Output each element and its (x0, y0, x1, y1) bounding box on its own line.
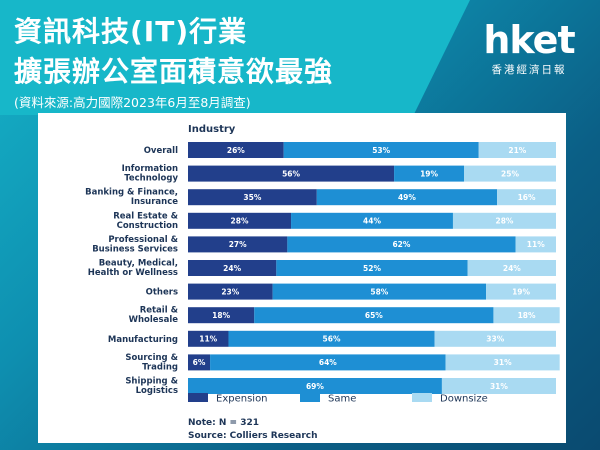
bar-value-label: 58% (370, 287, 388, 296)
bar-segment-same (276, 260, 468, 276)
category-label: Real Estate & Construction (113, 211, 178, 231)
bar-value-label: 6% (193, 358, 206, 367)
bar-segment-same (228, 330, 435, 347)
category-label: Others (146, 288, 178, 298)
chart-card: Industry Overall 26% 53% 21% Information Tech… (38, 113, 566, 443)
legend-swatch (188, 393, 208, 402)
bar-value-label: 65% (365, 311, 383, 320)
chart-note: Note: N = 321 (188, 418, 259, 428)
bar-value-label: 69% (306, 382, 324, 391)
bar-value-label: 21% (508, 146, 526, 155)
bar-segment-downsize (445, 354, 560, 371)
bar-segment-downsize (478, 142, 556, 158)
bar-value-label: 64% (319, 358, 337, 367)
logo-tagline: 香港經濟日報 (491, 64, 567, 76)
legend-label: Expension (216, 394, 268, 405)
headline-line1: 資訊科技(IT)行業 (14, 15, 248, 48)
category-label: Sourcing & Trading (125, 353, 178, 373)
legend-swatch (300, 393, 320, 402)
category-label: Overall (144, 146, 178, 156)
chart-source: Source: Colliers Research (188, 431, 318, 441)
bar-segment-downsize (515, 236, 556, 253)
bar-value-label: 23% (221, 287, 239, 296)
bar-value-label: 28% (231, 217, 249, 226)
bar-segment-expension (188, 165, 395, 182)
bar-segment-expension (188, 354, 211, 371)
bar-value-label: 16% (518, 193, 536, 202)
bar-value-label: 52% (363, 264, 381, 273)
bar-value-label: 33% (486, 335, 504, 344)
bar-value-label: 31% (490, 382, 508, 391)
bar-segment-same (287, 236, 516, 253)
bar-value-label: 19% (420, 169, 438, 178)
bar-value-label: 11% (527, 240, 545, 249)
bar-value-label: 62% (392, 240, 410, 249)
bar-segment-same (316, 189, 498, 206)
legend-swatch (412, 393, 432, 402)
bar-value-label: 56% (282, 169, 300, 178)
bar-segment-downsize (467, 260, 556, 276)
bar-segment-expension (188, 236, 288, 253)
bar-value-label: 18% (518, 311, 536, 320)
bar-segment-downsize (497, 189, 556, 206)
stacked-bar-chart: Industry Overall 26% 53% 21% Information Tech… (85, 124, 560, 441)
bar-segment-expension (188, 330, 229, 347)
bar-segment-same (272, 283, 487, 300)
category-label: Professional & Business Services (92, 235, 178, 255)
category-label: Manufacturing (108, 335, 178, 345)
category-label: Shipping & Logistics (125, 377, 178, 397)
bar-segment-same (291, 212, 453, 229)
bar-value-label: 56% (323, 335, 341, 344)
bar-segment-expension (188, 283, 273, 300)
headline-source: (資料來源:高力國際2023年6月至8月調查) (14, 95, 251, 110)
bar-value-label: 24% (503, 264, 521, 273)
headline-line2: 擴張辦公室面積意欲最強 (14, 55, 334, 88)
hket-logo: hket 香港經濟日報 (474, 20, 584, 80)
category-label: Retail & Wholesale (129, 306, 179, 326)
bar-segment-expension (188, 212, 292, 229)
bar-value-label: 26% (227, 146, 245, 155)
logo-word: hket (483, 18, 575, 62)
headline-banner (0, 0, 470, 115)
bar-value-label: 53% (372, 146, 390, 155)
category-label: Beauty, Medical, Health or Wellness (88, 259, 178, 279)
bar-value-label: 35% (243, 193, 261, 202)
bar-segment-same (188, 378, 442, 394)
bar-segment-expension (188, 307, 255, 324)
category-label: Banking & Finance, Insurance (85, 188, 178, 208)
bar-segment-same (210, 354, 446, 371)
category-label: Information Technology (122, 164, 179, 184)
bar-segment-downsize (441, 378, 556, 394)
bar-segment-downsize (493, 307, 560, 324)
chart-title: Industry (188, 124, 236, 135)
bar-value-label: 31% (494, 358, 512, 367)
legend: Expension Same Downsize (188, 393, 488, 405)
bar-segment-downsize (464, 165, 556, 182)
bar-value-label: 27% (229, 240, 247, 249)
bar-segment-expension (188, 189, 317, 206)
bar-value-label: 28% (496, 217, 514, 226)
bar-value-label: 19% (512, 287, 530, 296)
bar-value-label: 11% (199, 335, 217, 344)
bar-segment-same (394, 165, 464, 182)
bar-value-label: 18% (212, 311, 230, 320)
bar-segment-downsize (486, 283, 556, 300)
bar-value-label: 25% (501, 169, 519, 178)
bar-segment-same (254, 307, 494, 324)
bar-segment-downsize (452, 212, 556, 229)
legend-label: Same (328, 394, 356, 405)
bar-value-label: 44% (363, 217, 381, 226)
legend-label: Downsize (440, 394, 488, 405)
bar-segment-expension (188, 260, 277, 276)
bar-segment-downsize (434, 330, 556, 347)
bar-segment-expension (188, 142, 284, 158)
bar-segment-same (283, 142, 479, 158)
bar-value-label: 49% (398, 193, 416, 202)
bars-layer: Overall 26% 53% 21% Information Technology 56%… (85, 142, 560, 396)
bar-value-label: 24% (223, 264, 241, 273)
